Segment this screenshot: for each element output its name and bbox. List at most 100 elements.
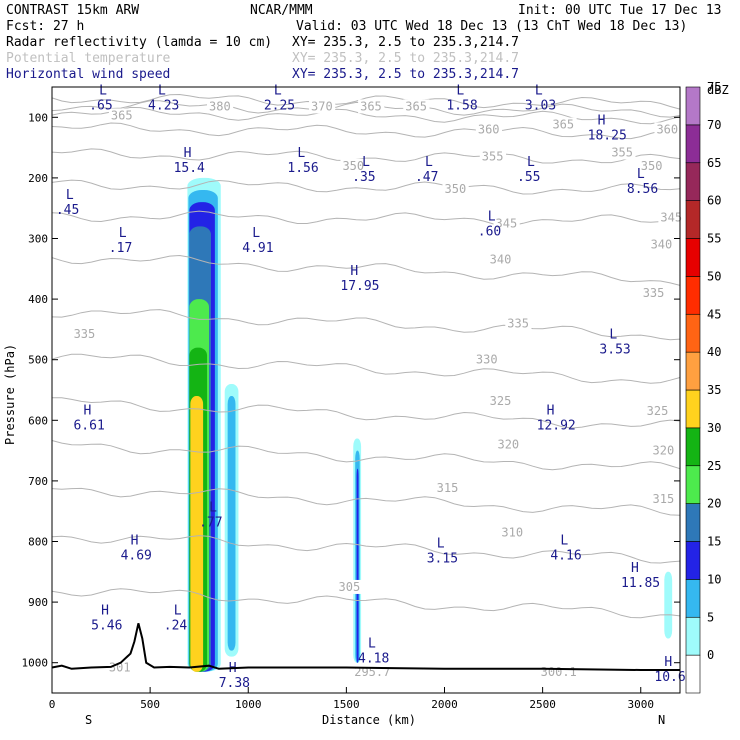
wind-extremum-kind: L xyxy=(560,534,568,549)
y-axis-label: Pressure (hPa) xyxy=(3,344,17,445)
x-tick-label: 0 xyxy=(49,698,56,711)
wind-extremum-value: 15.4 xyxy=(174,161,205,176)
theta-label-bg xyxy=(644,404,671,419)
theta-label-bg xyxy=(403,99,430,114)
wind-extremum-kind: L xyxy=(425,155,433,170)
wind-extremum-kind: L xyxy=(535,83,543,98)
theta-label: 320 xyxy=(497,438,519,452)
theta-label: 330 xyxy=(476,353,498,367)
y-tick-label: 100 xyxy=(28,111,48,124)
wind-extremum-value: 4.69 xyxy=(121,549,152,564)
wind-extremum-value: 3.53 xyxy=(599,343,630,358)
theta-contour xyxy=(51,122,681,140)
y-tick-label: 600 xyxy=(28,414,48,427)
colorbar-swatch xyxy=(685,200,701,239)
theta-contour xyxy=(51,588,681,619)
wind-extremum-value: 2.25 xyxy=(264,98,295,113)
theta-label-bg xyxy=(493,216,520,231)
theta-contour xyxy=(51,254,681,286)
wind-extremum-kind: L xyxy=(527,155,535,170)
x-tick-label: 500 xyxy=(140,698,160,711)
colorbar-level: 20 xyxy=(707,497,721,511)
theta-label: 340 xyxy=(490,253,512,267)
x-end-right: N xyxy=(658,713,665,727)
theta-label-bg xyxy=(309,99,336,114)
theta-label: 350 xyxy=(641,159,663,173)
wind-extremum-kind: H xyxy=(631,561,639,576)
wind-extremum-value: 4.23 xyxy=(148,98,179,113)
colorbar-swatch xyxy=(685,124,701,164)
wind-extremum-value: 4.16 xyxy=(550,549,581,564)
theta-contour xyxy=(51,210,681,227)
theta-label: 365 xyxy=(405,99,427,113)
theta-label-bg xyxy=(358,99,385,114)
wind-extremum-value: 6.61 xyxy=(73,418,104,433)
wind-extremum-value: 12.92 xyxy=(537,418,576,433)
theta-label: 360 xyxy=(656,122,678,136)
wind-extremum-kind: L xyxy=(297,146,305,161)
colorbar-level: 5 xyxy=(707,610,714,624)
colorbar-swatch xyxy=(685,465,701,504)
theta-label-bg xyxy=(71,327,98,342)
theta-label-bg xyxy=(650,492,677,507)
wind-extremum-value: 17.95 xyxy=(340,279,379,294)
colorbar-swatch xyxy=(685,579,701,618)
wind-extremum-kind: L xyxy=(456,83,464,98)
colorbar-swatch xyxy=(685,86,701,126)
colorbar-swatch xyxy=(685,313,701,353)
fcst-label: Fcst: 27 h xyxy=(6,19,84,34)
wind-extremum-kind: L xyxy=(252,226,260,241)
y-tick-label: 300 xyxy=(28,233,48,246)
wind-extremum-kind: L xyxy=(119,226,127,241)
reflectivity-cell xyxy=(227,396,236,651)
theta-contour xyxy=(51,535,681,564)
wind-extremum-value: 18.25 xyxy=(588,129,627,144)
theta-label: 325 xyxy=(490,394,512,408)
x-tick-label: 2500 xyxy=(529,698,556,711)
theta-label-bg xyxy=(336,579,363,594)
theta-label: 305 xyxy=(339,580,361,594)
theta-label: 350 xyxy=(342,159,364,173)
theta-label: 335 xyxy=(74,327,96,341)
theta-label: 365 xyxy=(552,118,574,132)
wind-extremum-kind: L xyxy=(99,83,107,98)
theta-contour xyxy=(51,179,681,195)
theta-label: 345 xyxy=(496,216,518,230)
theta-label-bg xyxy=(487,393,514,408)
x-axis-label: Distance (km) xyxy=(322,713,416,727)
theta-label: 310 xyxy=(501,525,523,539)
theta-contour xyxy=(51,487,681,516)
theta-label: 320 xyxy=(653,444,675,458)
reflectivity-cell xyxy=(356,468,359,663)
wind-extremum-kind: H xyxy=(184,146,192,161)
wind-extremum-kind: H xyxy=(350,264,358,279)
wind-extremum-kind: H xyxy=(547,403,555,418)
reflectivity-cell xyxy=(664,571,673,639)
wind-extremum-kind: H xyxy=(131,534,139,549)
wind-extremum-kind: H xyxy=(83,403,91,418)
y-tick-label: 200 xyxy=(28,172,48,185)
theta-label-bg xyxy=(487,252,514,267)
wind-labels: L.65L4.23L2.25L1.58L3.03H18.25H15.4L1.56… xyxy=(56,83,686,691)
wind-extremum-kind: L xyxy=(209,500,217,515)
theta-label: 340 xyxy=(651,238,673,252)
reflectivity-cells xyxy=(187,177,673,672)
theta-label: 365 xyxy=(111,108,133,122)
colorbar-level: 70 xyxy=(707,118,721,132)
y-axis-ticks: 100 200 300 400 500 600 700 800 900 1000 xyxy=(22,111,680,670)
theta-label-bg xyxy=(108,108,136,123)
wind-extremum-value: .60 xyxy=(478,224,501,239)
wind-extremum-kind: L xyxy=(437,537,445,552)
theta-label: 365 xyxy=(360,99,382,113)
wind-extremum-kind: L xyxy=(362,155,370,170)
theta-contour xyxy=(51,353,681,384)
theta-label-bg xyxy=(434,481,461,496)
colorbar-level: 45 xyxy=(707,307,721,321)
wind-extremum-value: 3.03 xyxy=(525,98,556,113)
colorbar-swatch xyxy=(685,616,701,656)
wind-extremum-value: .47 xyxy=(415,170,438,185)
field2-label: Potential temperature xyxy=(6,51,171,66)
colorbar-swatch xyxy=(685,503,701,542)
